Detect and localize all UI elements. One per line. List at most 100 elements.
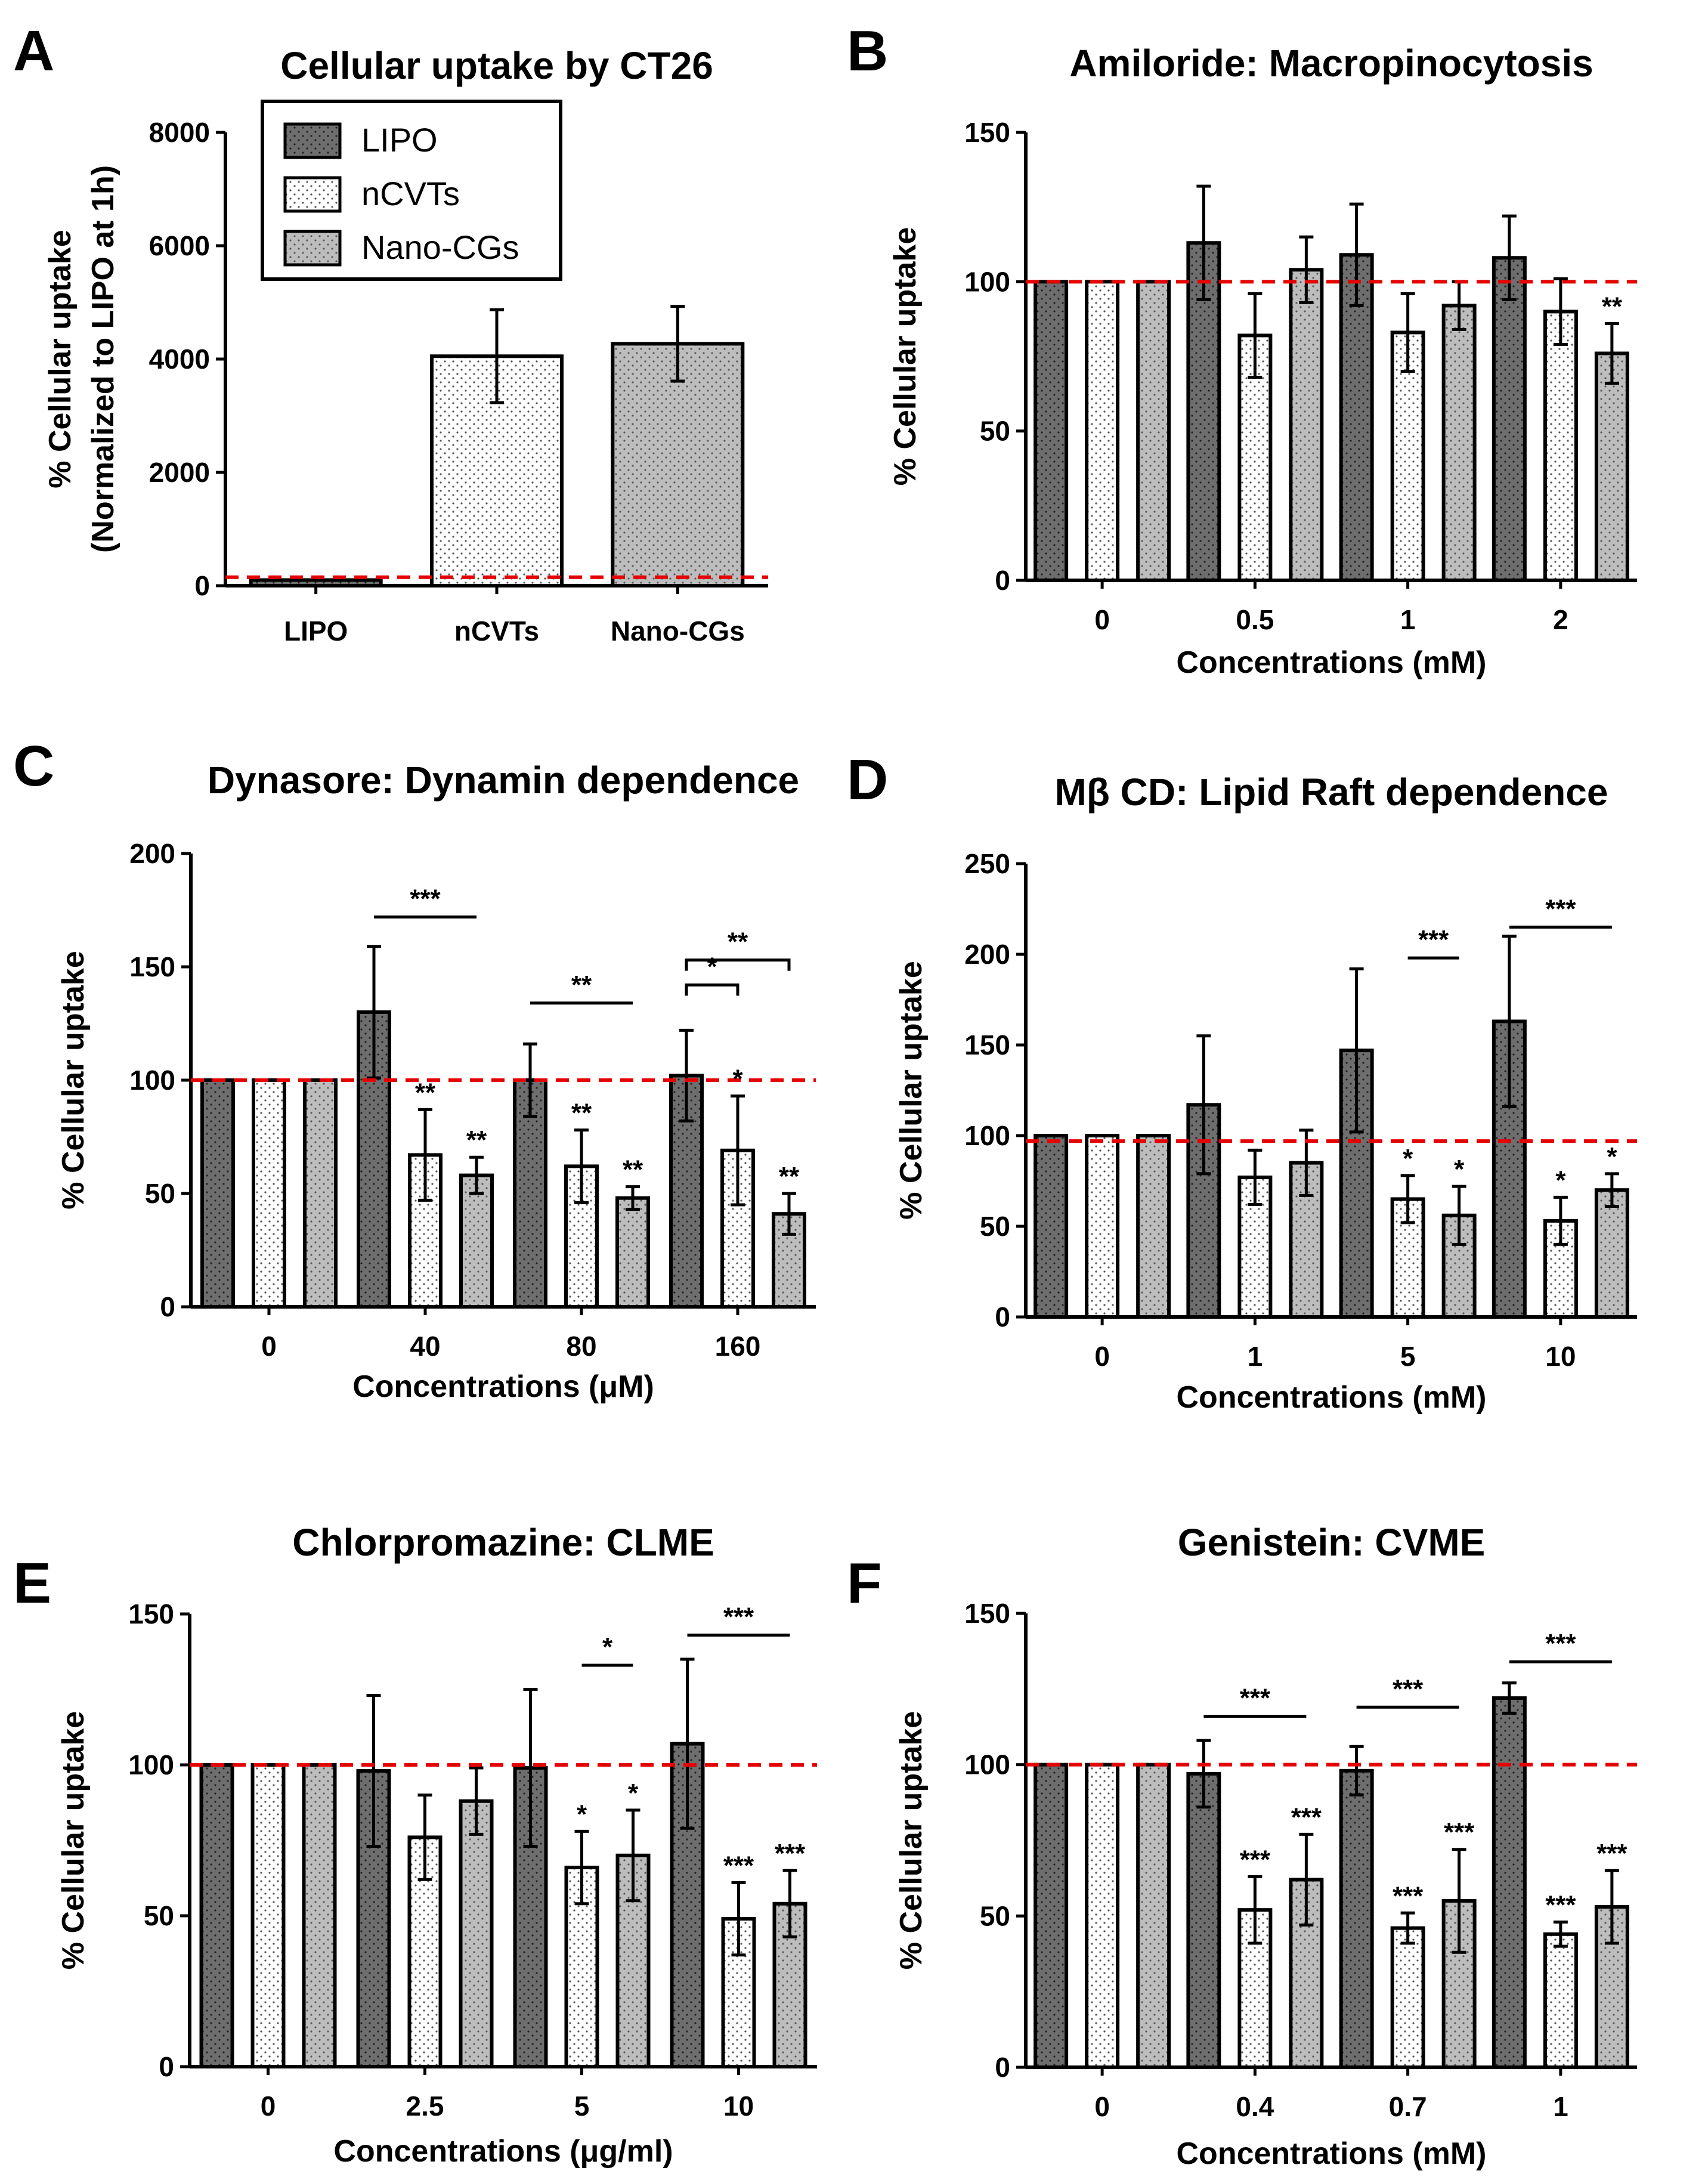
y-tick-label: 250 [964, 848, 1010, 879]
x-tick-label: 1 [1553, 2091, 1568, 2122]
y-tick-label: 150 [964, 1029, 1010, 1060]
x-tick-label: 160 [715, 1331, 761, 1362]
panel-letter: B [847, 19, 888, 83]
x-tick-label: 0.7 [1389, 2091, 1427, 2122]
x-tick-label: 2 [1553, 604, 1568, 635]
significance-mark: *** [1596, 1839, 1627, 1868]
bar-lipo-80 [513, 1078, 547, 1309]
bar-lipo-0_7 [1339, 1768, 1374, 2069]
panel-letter: C [13, 734, 54, 798]
y-axis-title: % Cellular uptake [894, 961, 929, 1219]
y-tick-label: 4000 [149, 344, 210, 375]
y-tick-label: 150 [964, 1598, 1010, 1629]
panel-b: B Amiloride: Macropinocytosis 0 50 100 150 % C… [847, 19, 1637, 680]
y-axis-title: % Cellular uptake [56, 951, 91, 1209]
legend-label: nCVTs [361, 175, 460, 212]
bar-nanocgs-40 [459, 1173, 494, 1309]
x-tick-label: 2.5 [406, 2091, 444, 2122]
bar-nanocgs-0 [1136, 1134, 1171, 1319]
chart-title: Chlorpromazine: CLME [292, 1521, 714, 1564]
chart-title: Dynasore: Dynamin dependence [208, 759, 799, 802]
bar-lipo-0_4 [1186, 1771, 1221, 2070]
x-axis-title: Concentrations (μg/ml) [333, 2134, 673, 2169]
y-tick-label: 0 [159, 2051, 174, 2082]
bar-nanocgs-0 [1136, 280, 1171, 582]
comparison-significance: *** [1545, 894, 1576, 923]
x-tick-label: 0 [1094, 604, 1110, 635]
y-tick-label: 150 [129, 951, 175, 982]
panel-c: C Dynasore: Dynamin dependence 0 50 100 150 20… [13, 734, 816, 1404]
y-axis-title: % Cellular uptake [56, 1711, 91, 1969]
significance-mark: * [1607, 1142, 1617, 1171]
significance-mark: ** [623, 1155, 643, 1185]
comparison-significance: *** [410, 884, 441, 913]
x-tick-label: 80 [566, 1331, 596, 1362]
bar-lipo-10 [670, 1742, 705, 2069]
y-tick-label: 200 [129, 838, 175, 869]
significance-mark: * [577, 1799, 587, 1829]
x-tick-label: 0.4 [1236, 2091, 1274, 2122]
x-axis-title: Concentrations (mM) [1177, 2136, 1487, 2171]
comparison-significance: *** [1240, 1683, 1271, 1712]
comparison-significance: * [707, 952, 717, 981]
x-axis-title: Concentrations (mM) [1177, 645, 1487, 680]
bar-lipo-0 [199, 1763, 234, 2068]
bar-ncvts-0 [1085, 1762, 1120, 2070]
x-tick-label: 0 [1094, 2091, 1110, 2122]
y-tick-label: 100 [128, 1749, 174, 1780]
bar-nanocgs-10 [1594, 1188, 1629, 1319]
panel-f: F Genistein: CVME 0 50 100 150 % Cellular upta… [847, 1521, 1637, 2171]
y-tick-label: 0 [160, 1291, 175, 1322]
bar-nanocgs-0 [1136, 1762, 1171, 2070]
significance-mark: * [1403, 1144, 1413, 1173]
significance-mark: *** [1393, 1881, 1424, 1910]
x-tick-label: 40 [410, 1331, 440, 1362]
bar-lipo-1 [1492, 1696, 1527, 2069]
y-axis-title: % Cellular uptake [888, 227, 923, 486]
chart-title: Cellular uptake by CT26 [280, 44, 713, 87]
panel-letter: F [847, 1551, 882, 1615]
x-tick-label: 5 [1400, 1341, 1416, 1372]
panel-letter: E [13, 1551, 51, 1615]
bar-ncvts-2 [1543, 310, 1578, 583]
bar-ncvts-0 [252, 1078, 286, 1309]
significance-mark: *** [1444, 1818, 1475, 1847]
x-tick-label: 0.5 [1236, 604, 1274, 635]
y-tick-label: 200 [964, 939, 1010, 970]
y-tick-label: 0 [995, 2052, 1010, 2083]
bar-lipo-0 [1034, 280, 1069, 582]
comparison-significance: ** [728, 927, 748, 957]
significance-mark: ** [466, 1125, 487, 1155]
significance-mark: ** [415, 1078, 436, 1107]
x-tick-label: 1 [1248, 1341, 1263, 1372]
comparison-significance: *** [1545, 1629, 1576, 1658]
bar-lipo-0 [1034, 1134, 1069, 1319]
chart-title: Mβ CD: Lipid Raft dependence [1055, 771, 1608, 814]
bar-nanocgs-2 [1594, 351, 1629, 582]
significance-mark: ** [571, 1099, 592, 1128]
comparison-significance: *** [1418, 925, 1449, 954]
y-tick-label: 6000 [149, 230, 210, 261]
legend-label: Nano-CGs [361, 228, 519, 266]
y-tick-label: 50 [145, 1178, 175, 1209]
y-tick-label: 100 [129, 1065, 175, 1096]
y-axis-subtitle: (Normalized to LIPO at 1h) [86, 165, 120, 553]
y-tick-label: 0 [995, 1301, 1010, 1332]
bar-nanocgs-1 [1441, 304, 1477, 582]
significance-mark: * [732, 1065, 743, 1094]
comparison-bracket [685, 958, 791, 971]
comparison-significance: ** [571, 970, 592, 1000]
chart-title: Amiloride: Macropinocytosis [1069, 42, 1593, 85]
significance-mark: *** [775, 1839, 806, 1868]
y-tick-label: 0 [194, 570, 210, 601]
y-tick-label: 150 [128, 1598, 174, 1629]
panel-a: A Cellular uptake by CT26 0 2000 4000 6000 800… [13, 19, 768, 647]
legend-swatch [283, 122, 342, 159]
bar-ncvts-0 [1085, 1134, 1120, 1319]
y-tick-label: 50 [980, 1900, 1010, 1931]
x-axis-title: Concentrations (μM) [352, 1369, 654, 1404]
x-tick-label: 0 [1094, 1341, 1110, 1372]
x-tick-label: 1 [1400, 604, 1416, 635]
comparison-significance: * [602, 1632, 613, 1662]
